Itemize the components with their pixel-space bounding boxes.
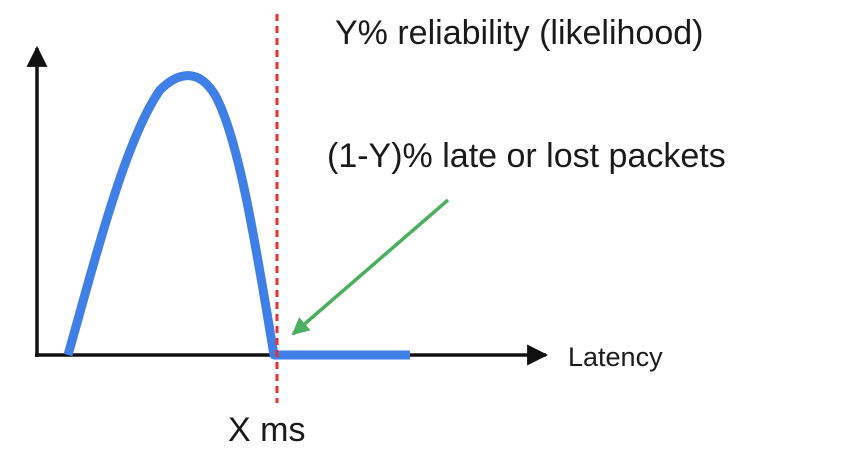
pointer-arrow [291,198,450,336]
threshold-label: X ms [228,411,305,449]
latency-distribution-curve [63,71,410,360]
x-axis-label: Latency [568,342,663,372]
reliability-label: Y% reliability (likelihood) [335,14,703,52]
late-lost-label: (1-Y)% late or lost packets [327,137,726,175]
